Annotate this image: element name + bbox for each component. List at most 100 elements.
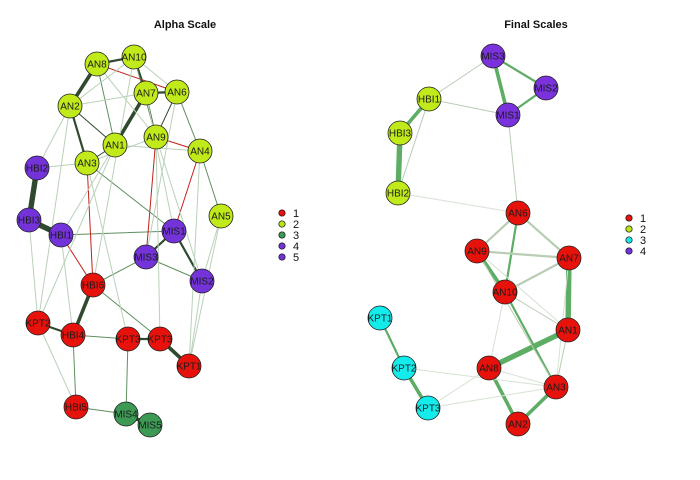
alpha-node-kpt2: KPT2 <box>25 310 51 336</box>
alpha-node-hbi6: HBI6 <box>80 272 106 298</box>
alpha-edge-an3-kpt3 <box>86 162 129 340</box>
final-legend-swatch <box>625 236 633 244</box>
final-node-kpt3: KPT3 <box>415 395 441 421</box>
alpha-edge-an9-mis2 <box>155 136 203 282</box>
alpha-edge-mis1-an4 <box>173 150 201 232</box>
final-node-label: AN1 <box>558 326 578 337</box>
final-node-circle <box>391 355 417 381</box>
alpha-node-circle <box>60 322 86 348</box>
alpha-edge-an3-mis1 <box>86 162 175 232</box>
alpha-node-circle <box>102 132 128 158</box>
alpha-node-an6: AN6 <box>164 79 190 105</box>
alpha-node-circle <box>187 138 213 164</box>
final-node-label: MIS1 <box>496 111 520 122</box>
final-node-circle <box>495 102 521 128</box>
alpha-node-circle <box>143 124 169 150</box>
final-node-mis1: MIS1 <box>495 102 521 128</box>
final-edge-kpt3-an3 <box>427 386 557 409</box>
alpha-node-circle <box>147 326 173 352</box>
final-node-label: HBI3 <box>389 129 412 140</box>
final-node-circle <box>543 374 569 400</box>
alpha-node-circle <box>189 268 215 294</box>
alpha-node-circle <box>16 207 42 233</box>
alpha-node-label: AN5 <box>211 212 231 223</box>
alpha-node-label: MIS1 <box>162 227 186 238</box>
alpha-legend-item-1: 1 <box>278 208 299 220</box>
alpha-node-label: AN10 <box>121 53 146 64</box>
final-node-label: AN7 <box>559 254 579 265</box>
alpha-node-label: AN2 <box>60 102 80 113</box>
final-node-hbi3: HBI3 <box>387 120 413 146</box>
alpha-node-an4: AN4 <box>187 138 213 164</box>
alpha-edge-an1-kpt2 <box>37 144 116 324</box>
alpha-node-label: AN8 <box>87 60 107 71</box>
final-edge-kpt2-an3 <box>403 367 557 388</box>
alpha-legend-swatch <box>278 253 286 261</box>
alpha-node-label: HBI4 <box>62 331 85 342</box>
alpha-node-an10: AN10 <box>121 44 147 70</box>
alpha-edge-an8-an1 <box>96 63 116 146</box>
alpha-edge-an6-mis3 <box>145 91 178 258</box>
alpha-node-label: MIS5 <box>138 421 162 432</box>
alpha-node-label: KPT2 <box>25 319 50 330</box>
final-node-label: AN9 <box>467 247 487 258</box>
alpha-node-circle <box>48 222 74 248</box>
alpha-node-label: HBI3 <box>18 216 41 227</box>
final-node-circle <box>385 180 411 206</box>
alpha-node-mis5: MIS5 <box>137 412 163 438</box>
final-node-label: HBI1 <box>418 95 441 106</box>
alpha-node-label: AN6 <box>167 88 187 99</box>
alpha-node-mis2: MIS2 <box>189 268 215 294</box>
alpha-node-hbi2: HBI2 <box>24 155 50 181</box>
alpha-node-label: KPT3 <box>147 335 172 346</box>
final-edge-hbi1-mis1 <box>428 98 509 116</box>
alpha-legend-swatch <box>278 242 286 250</box>
alpha-legend-swatch <box>278 220 286 228</box>
alpha-node-an9: AN9 <box>143 124 169 150</box>
final-node-circle <box>556 245 582 271</box>
final-node-an2: AN2 <box>505 411 531 437</box>
alpha-node-circle <box>74 150 100 176</box>
alpha-node-kpt3b: KPT3 <box>147 326 173 352</box>
alpha-node-kpt1: KPT1 <box>176 353 202 379</box>
final-node-label: HBI2 <box>387 189 410 200</box>
final-edge-an1-an8 <box>486 327 571 371</box>
alpha-legend-label: 1 <box>293 208 299 220</box>
alpha-edge-hbi6-kpt3b <box>92 284 161 340</box>
final-node-circle <box>492 279 518 305</box>
alpha-node-circle <box>161 218 187 244</box>
final-node-hbi1: HBI1 <box>416 86 442 112</box>
final-node-circle <box>416 86 442 112</box>
alpha-node-label: KPT1 <box>176 362 201 373</box>
alpha-legend-swatch <box>278 209 286 217</box>
alpha-node-label: AN1 <box>105 141 125 152</box>
alpha-legend-label: 4 <box>293 241 299 253</box>
final-legend-swatch <box>625 225 633 233</box>
final-node-kpt2: KPT2 <box>391 355 417 381</box>
final-edge-hbi2-an6 <box>397 192 519 214</box>
alpha-legend-item-2: 2 <box>278 219 299 231</box>
alpha-node-circle <box>25 310 51 336</box>
alpha-panel-title: Alpha Scale <box>154 19 216 31</box>
alpha-node-label: MIS2 <box>190 277 214 288</box>
final-edge-an6-an10 <box>503 211 520 294</box>
final-edge-hbi1-mis3 <box>428 55 494 100</box>
alpha-node-an7: AN7 <box>133 80 159 106</box>
final-edge-an9-an1 <box>476 250 569 331</box>
alpha-node-an3: AN3 <box>74 150 100 176</box>
final-legend-item-3: 3 <box>625 235 646 247</box>
final-node-an3: AN3 <box>543 374 569 400</box>
final-edge-mis1-an6 <box>507 114 519 214</box>
final-node-label: AN6 <box>508 209 528 220</box>
final-node-label: MIS3 <box>481 52 505 63</box>
final-node-an7: AN7 <box>556 245 582 271</box>
alpha-node-mis4: MIS4 <box>113 401 139 427</box>
final-node-circle <box>464 238 490 264</box>
alpha-edge-kpt3-mis4 <box>125 338 129 415</box>
final-edge-an10-an8 <box>488 291 506 369</box>
final-edge-an9-an7 <box>475 249 571 260</box>
alpha-edge-kpt2-hbi5 <box>37 322 77 408</box>
final-node-an9: AN9 <box>464 238 490 264</box>
